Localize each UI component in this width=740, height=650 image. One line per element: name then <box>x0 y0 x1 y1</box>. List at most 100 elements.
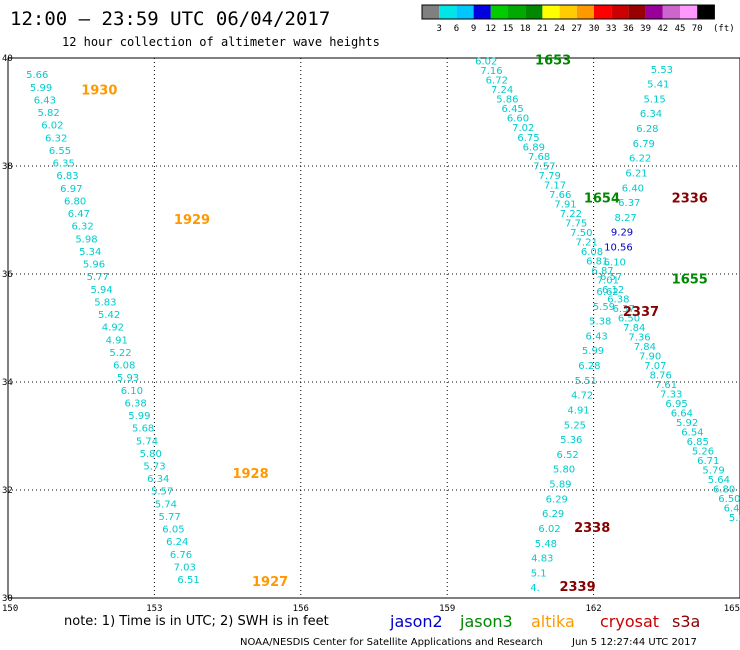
footer-timestamp: Jun 5 12:27:44 UTC 2017 <box>571 637 697 648</box>
time-label: 1928 <box>232 467 268 482</box>
y-tick-label: 34 <box>2 378 13 388</box>
wave-height-label: 5.79 <box>702 465 724 476</box>
wave-height-label: 5.22 <box>109 348 131 359</box>
wave-height-label: 5.83 <box>94 297 116 308</box>
wave-height-label: 6.02 <box>475 57 497 68</box>
scale-border <box>421 4 715 20</box>
wave-height-label: 7.36 <box>628 332 650 343</box>
scale-unit: (ft) <box>713 24 735 34</box>
scale-swatch <box>611 5 629 19</box>
scale-label: 30 <box>589 24 600 34</box>
wave-height-label: 6.38 <box>607 294 629 305</box>
wave-height-label: 6.29 <box>546 494 568 505</box>
wave-height-label: 7.01 <box>597 275 619 286</box>
wave-height-label: 5.86 <box>496 95 518 106</box>
wave-height-label: 7.57 <box>533 161 555 172</box>
wave-height-label: 7.66 <box>549 190 571 201</box>
wave-height-label: 7.61 <box>655 380 677 391</box>
wave-height-label: 6.55 <box>49 146 71 157</box>
wave-height-label: 7.50 <box>570 228 592 239</box>
wave-height-label: 6.62 <box>596 287 618 298</box>
wave-height-label: 5.51 <box>575 376 597 387</box>
scale-label: 36 <box>623 24 634 34</box>
wave-height-label: 6.37 <box>613 304 635 315</box>
wave-height-label: 6.52 <box>557 450 579 461</box>
wave-height-label: 5.99 <box>582 346 604 357</box>
color-scale: 3 6 9 12 15 18 21 24 27 30 33 36 39 42 45 70 <box>421 4 715 34</box>
wave-height-label: 5.38 <box>589 317 611 328</box>
wave-height-label: 6.50 <box>718 494 740 505</box>
wave-height-label: 4. <box>530 583 540 594</box>
wave-height-label: 6.95 <box>665 399 687 410</box>
scale-swatch <box>662 5 680 19</box>
scale-swatch <box>525 5 543 19</box>
wave-height-label: 6.72 <box>486 76 508 87</box>
satellite-legend: jason2 jason3 altika cryosat s3a <box>389 612 700 631</box>
plot-area: 5.665.996.435.826.026.326.556.356.836.97… <box>7 54 740 599</box>
x-axis-ticks: 150 153 156 159 162 165 <box>2 604 740 614</box>
wave-height-label: 6.02 <box>41 121 63 132</box>
scale-label: 45 <box>675 24 686 34</box>
legend-entry-jason2: jason2 <box>389 612 443 631</box>
wave-height-label: 5.92 <box>676 418 698 429</box>
time-label: 2338 <box>574 521 610 536</box>
legend-entry-cryosat: cryosat <box>600 612 659 631</box>
scale-swatch <box>594 5 612 19</box>
wave-height-label: 4.72 <box>571 391 593 402</box>
wave-height-label: 6.32 <box>45 133 67 144</box>
wave-height-label: 6.24 <box>166 537 188 548</box>
wave-height-label: 6.05 <box>162 525 184 536</box>
x-tick-label: 162 <box>585 604 601 614</box>
wave-height-label: 6.38 <box>124 398 146 409</box>
wave-height-label: 5.25 <box>564 420 586 431</box>
wave-height-label: 7.07 <box>644 361 666 372</box>
wave-height-label: 6.29 <box>542 509 564 520</box>
y-tick-label: 36 <box>2 270 13 280</box>
wave-height-label: 5.80 <box>553 465 575 476</box>
scale-swatch <box>422 5 440 19</box>
wave-height-label: 6.37 <box>618 198 640 209</box>
wave-height-label: 7.16 <box>480 66 502 77</box>
wave-height-label: 6.60 <box>507 114 529 125</box>
x-tick-label: 156 <box>293 604 309 614</box>
wave-height-label: 5.74 <box>155 499 177 510</box>
wave-height-label: 8.76 <box>650 370 672 381</box>
wave-height-label: 6.57 <box>600 272 622 283</box>
wave-height-label: 5.80 <box>140 449 162 460</box>
wave-height-label: 6.50 <box>618 313 640 324</box>
wave-height-label: 6.28 <box>578 361 600 372</box>
wave-height-label: 8.27 <box>615 213 637 224</box>
scale-swatch <box>559 5 577 19</box>
wave-height-label: 5.34 <box>79 247 101 258</box>
scale-label: 33 <box>606 24 617 34</box>
wave-height-label: 6.80 <box>713 484 735 495</box>
wave-height-label: 5.74 <box>136 436 158 447</box>
wave-height-label: 5.99 <box>128 411 150 422</box>
series-altika: 5.665.996.435.826.026.326.556.356.836.97… <box>26 70 288 590</box>
wave-height-label: 4.92 <box>102 323 124 334</box>
wave-height-label: 6.80 <box>64 196 86 207</box>
wave-height-label: 6.35 <box>53 159 75 170</box>
wave-height-label: 7.02 <box>512 123 534 134</box>
header: 12:00 – 23:59 UTC 06/04/2017 12 hour col… <box>10 8 380 49</box>
scale-label: 27 <box>571 24 582 34</box>
scale-swatch <box>628 5 646 19</box>
y-tick-label: 32 <box>2 486 13 496</box>
wave-height-label: 5.77 <box>159 512 181 523</box>
wave-height-label: 6.12 <box>602 285 624 296</box>
time-label: 1927 <box>252 575 288 590</box>
wave-height-label: 5.93 <box>117 373 139 384</box>
legend-entry-altika: altika <box>531 612 575 631</box>
wave-height-label: 6.87 <box>591 266 613 277</box>
wave-height-label: 4.91 <box>106 335 128 346</box>
scale-label: 70 <box>692 24 703 34</box>
scale-label: 42 <box>657 24 668 34</box>
footer-credit: NOAA/NESDIS Center for Satellite Applica… <box>240 637 543 648</box>
scale-label: 39 <box>640 24 651 34</box>
scale-label: 18 <box>520 24 531 34</box>
wave-height-label: 6.10 <box>604 257 626 268</box>
wave-height-label: 5.98 <box>75 234 97 245</box>
time-label: 2339 <box>559 580 595 595</box>
time-label: 2336 <box>672 191 708 206</box>
